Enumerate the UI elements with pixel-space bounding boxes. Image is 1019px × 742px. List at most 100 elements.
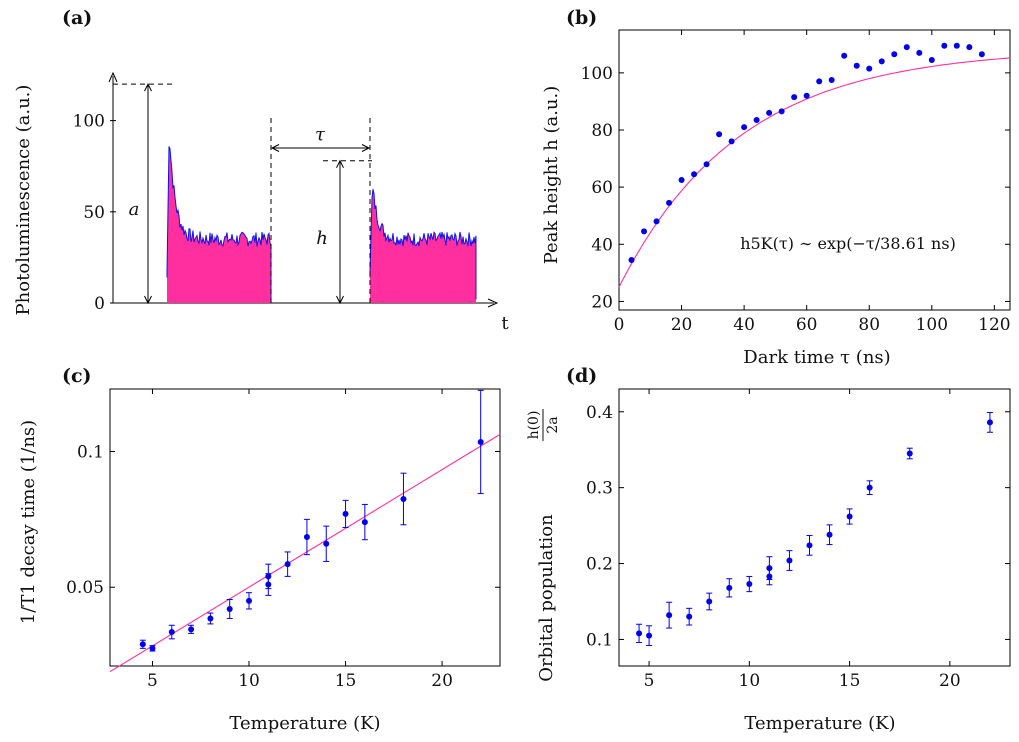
data-point [226, 605, 233, 612]
panel-c-ylabel: 1/T1 decay time (1/ns) [18, 420, 39, 624]
panel-d-ylabel-fraction: h(0) 2a [526, 409, 561, 441]
data-point [778, 108, 785, 115]
pulse-trace [369, 189, 477, 300]
y-tick-label: 0.1 [77, 442, 104, 462]
y-tick-label: 0.05 [66, 578, 104, 598]
x-tick-label: 5 [147, 671, 158, 691]
annotation-tau: τ [315, 124, 326, 145]
data-point [246, 597, 253, 604]
arrow-a-head [144, 295, 152, 305]
x-tick-label: 5 [644, 671, 655, 691]
data-point [806, 542, 813, 549]
data-point [826, 531, 833, 538]
x-tick-label: 10 [739, 671, 761, 691]
arrow-a-head [144, 83, 152, 92]
data-point [628, 257, 635, 263]
data-point [361, 519, 368, 526]
annotation-a: a [129, 199, 140, 220]
pulse-trace [166, 146, 272, 300]
data-point [706, 598, 713, 605]
data-point [866, 484, 873, 491]
data-point [841, 52, 848, 59]
data-point [342, 510, 349, 517]
data-point [641, 228, 648, 235]
data-point [766, 109, 773, 116]
panel-d-ylabel: Orbital population [536, 514, 557, 682]
arrow-tau-head [361, 144, 371, 152]
data-point [766, 565, 773, 572]
panel-c-plot: 5 10 15 20 0.05 0.1 [66, 388, 501, 691]
annotation-h: h [316, 228, 328, 249]
data-point [966, 44, 973, 51]
data-point [400, 495, 407, 502]
data-point [986, 419, 993, 426]
x-tick-label: 20 [431, 671, 453, 691]
data-point [891, 51, 898, 58]
x-tick-label: 20 [939, 671, 961, 691]
data-point [753, 117, 760, 123]
panel-a-plot: 0 50 100 [73, 71, 499, 314]
plot-frame [109, 388, 501, 667]
panel-d-plot: 5 10 15 20 0.1 0.2 0.3 0.4 [586, 388, 1011, 691]
fit-line [109, 433, 501, 673]
y-axis-arrow [108, 71, 118, 83]
x-tick-label: 15 [335, 671, 357, 691]
data-point [941, 42, 948, 49]
data-point [303, 534, 310, 541]
y-tick-label: 20 [591, 292, 613, 312]
panel-c: (c) 5 10 15 20 0.05 0.1 1/T1 decay time (1/ns… [18, 365, 501, 734]
data-point [803, 92, 810, 99]
x-tick-label: 20 [671, 315, 693, 335]
fraction-numerator: h(0) [526, 411, 542, 440]
panel-d-xlabel: Temperature (K) [744, 713, 895, 734]
data-point [646, 632, 653, 639]
data-point [188, 626, 195, 633]
arrow-tau-head [270, 144, 280, 152]
plot-frame [618, 388, 1011, 667]
pulse-fill [167, 146, 271, 303]
data-point [741, 124, 748, 131]
arrow-h-head [336, 159, 344, 168]
x-tick-label: 120 [978, 315, 1010, 335]
data-point [636, 630, 643, 637]
data-point [207, 615, 214, 622]
y-tick-label: 100 [73, 112, 105, 132]
x-tick-label: 80 [858, 315, 880, 335]
data-point [477, 438, 484, 445]
data-point [866, 65, 873, 72]
y-tick-label: 0 [94, 294, 105, 314]
data-point [786, 557, 793, 564]
arrow-h-head [336, 295, 344, 305]
data-point [686, 613, 693, 620]
data-point [978, 51, 985, 58]
data-point [953, 42, 960, 49]
y-tick-label: 80 [591, 121, 613, 141]
x-tick-label: 0 [614, 315, 625, 335]
data-point [168, 629, 175, 636]
panel-a-xlabel: t [501, 313, 509, 334]
pulse-fill [370, 189, 476, 303]
data-point [139, 641, 146, 648]
data-point [906, 450, 913, 457]
data-point [666, 199, 673, 206]
x-tick-label: 10 [238, 671, 260, 691]
x-tick-label: 15 [839, 671, 861, 691]
data-point [746, 581, 753, 588]
data-point [691, 171, 698, 178]
y-tick-label: 0.1 [586, 630, 613, 650]
data-point [149, 645, 156, 652]
data-point [726, 584, 733, 591]
data-point [716, 131, 723, 138]
fit-curve [618, 57, 1011, 288]
data-point [878, 58, 885, 65]
x-tick-label: 100 [916, 315, 948, 335]
data-point [728, 138, 735, 145]
data-point [666, 612, 673, 619]
y-tick-label: 0.2 [586, 555, 613, 575]
data-point [284, 561, 291, 568]
panel-b-annotation: h5K(τ) ∼ exp(−τ/38.61 ns) [740, 234, 956, 253]
panel-d-label: (d) [566, 365, 597, 387]
panel-a-ylabel: Photoluminescence (a.u.) [13, 85, 34, 316]
